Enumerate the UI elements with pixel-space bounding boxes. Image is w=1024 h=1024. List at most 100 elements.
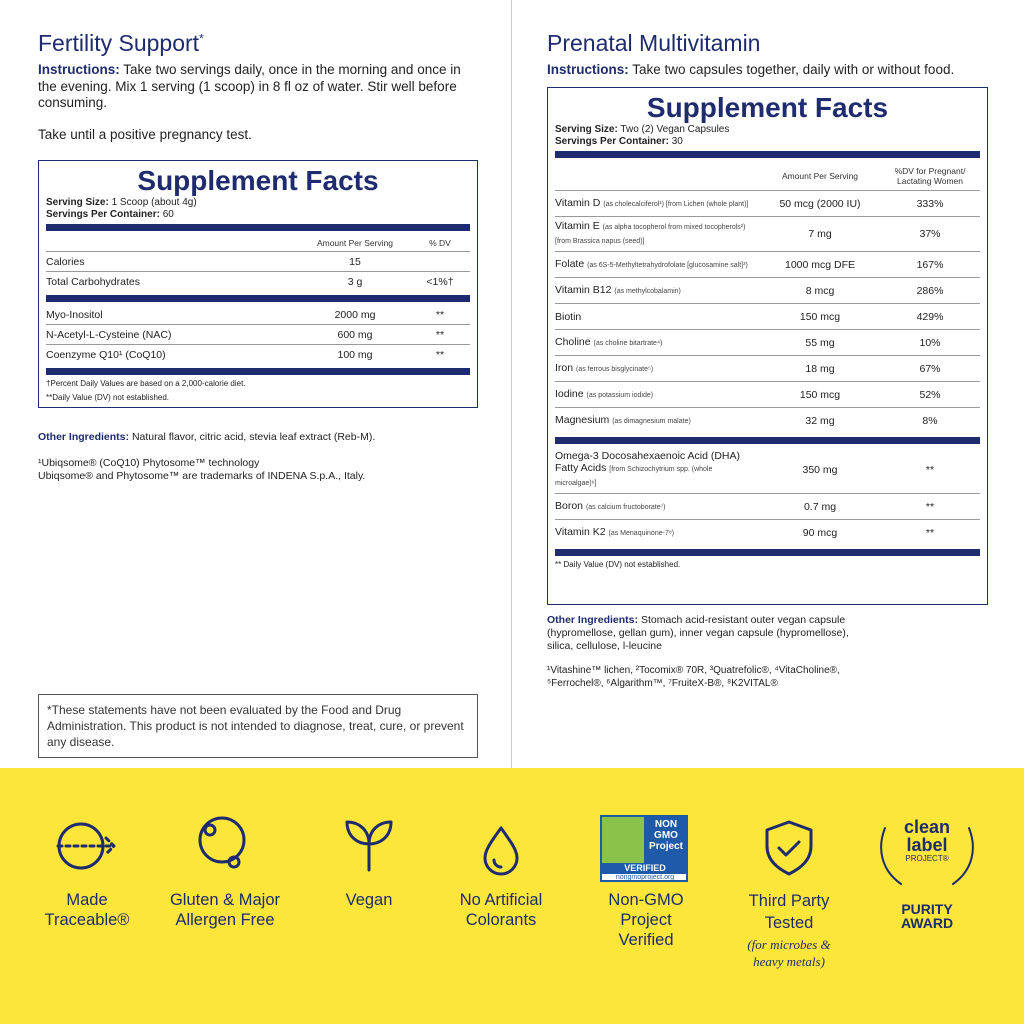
right-other: Other Ingredients: Stomach acid-resistan…	[547, 614, 877, 653]
fact-row: Magnesium (as dimagnesium malate) 32 mg 8%	[555, 408, 980, 434]
dv: **	[435, 308, 445, 321]
right-title: Prenatal Multivitamin	[547, 30, 761, 56]
traceable-icon	[56, 822, 116, 870]
nutrient: Vitamin B12	[555, 283, 612, 296]
name-cell: Total Carbohydrates	[46, 276, 300, 288]
fact-row: Vitamin D (as cholecalciferol¹) [from Li…	[555, 191, 980, 217]
label: Servings Per Container:	[46, 209, 160, 220]
divider	[511, 0, 512, 768]
name-cell: Iron (as ferrous bisglycinate⁵)	[555, 362, 760, 376]
name-cell: Omega-3 Docosahexaenoic Acid (DHA) Fatty…	[555, 450, 760, 490]
detail: (as methylcobalamin)	[614, 287, 681, 295]
name-cell: Boron (as calcium fructoborate⁷)	[555, 500, 760, 514]
dv-cell: 52%	[880, 389, 980, 401]
badge-label: Vegan	[345, 891, 393, 909]
amount: 100 mg	[337, 349, 373, 361]
dv-cell: 333%	[880, 198, 980, 210]
col-amount: Amount Per Serving	[781, 170, 859, 181]
line: PROJECT®	[905, 854, 949, 863]
fact-row: Total Carbohydrates 3 g <1%†	[46, 272, 470, 292]
name-cell: Magnesium (as dimagnesium malate)	[555, 414, 760, 428]
col-dv: % DV	[429, 237, 451, 248]
text: Natural flavor, citric acid, stevia leaf…	[131, 431, 376, 443]
header-row: Amount Per Serving %DV for Pregnant/ Lact…	[555, 161, 980, 191]
dv: **	[925, 464, 935, 476]
header-row: Amount Per Serving % DV	[46, 234, 470, 252]
left-trademarks: ¹Ubiqsome® (CoQ10) Phytosome™ technology…	[38, 457, 478, 483]
name-cell: Folate (as 6S-5-Methyltetrahydrofolate […	[555, 258, 760, 272]
facts-heading: Supplement Facts	[137, 165, 379, 196]
dv-cell: <1%†	[410, 276, 470, 288]
fact-row: N-Acetyl-L-Cysteine (NAC) 600 mg **	[46, 325, 470, 345]
dv-cell: **	[410, 349, 470, 361]
right-facts: Supplement Facts Serving Size: Two (2) Ve…	[547, 87, 988, 605]
title-text: Fertility Support	[38, 30, 200, 56]
name-cell: Biotin	[555, 311, 760, 323]
nutrient: Omega-3 Docosahexaenoic Acid (DHA) Fatty…	[555, 450, 741, 474]
group: Vitamin D (as cholecalciferol¹) [from Li…	[555, 191, 980, 434]
badge-label: Non-GMO Project Verified	[608, 891, 684, 949]
name-cell: Vitamin E (as alpha tocopherol from mixe…	[555, 220, 760, 248]
dv: 429%	[916, 310, 944, 323]
serving-line: Serving Size: 1 Scoop (about 4g)	[46, 197, 470, 209]
shield-icon	[765, 820, 813, 876]
trademark: Ubiqsome® and Phytosome™ are trademarks …	[38, 470, 366, 482]
fact-row: Boron (as calcium fructoborate⁷) 0.7 mg **	[555, 494, 980, 520]
group: Omega-3 Docosahexaenoic Acid (DHA) Fatty…	[555, 447, 980, 546]
label: Serving Size:	[555, 124, 618, 135]
dv-cell: 429%	[880, 311, 980, 323]
badge-label: Gluten & Major Allergen Free	[169, 891, 281, 929]
thick-bar	[555, 437, 980, 444]
left-title: Fertility Support*	[38, 30, 204, 57]
logo-art	[602, 817, 644, 863]
text: Stomach acid-resistant outer vegan capsu…	[547, 614, 849, 652]
dv: 333%	[916, 197, 944, 210]
dv-cell: **	[410, 329, 470, 341]
thick-bar	[46, 295, 470, 302]
detail: (as 6S-5-Methyltetrahydrofolate [glucosa…	[587, 261, 748, 269]
disclaimer: *These statements have not been evaluate…	[38, 694, 478, 758]
dv-cell: 8%	[880, 415, 980, 427]
name-cell: Vitamin B12 (as methylcobalamin)	[555, 284, 760, 298]
value: 1 Scoop (about 4g)	[111, 197, 197, 208]
dv: <1%†	[426, 276, 454, 288]
line: label	[906, 835, 948, 855]
badge-label: No Artificial Colorants	[459, 891, 543, 929]
detail: (as alpha tocopherol from mixed tocopher…	[555, 224, 746, 245]
dv: 8%	[922, 415, 938, 427]
fact-row: Iron (as ferrous bisglycinate⁵) 18 mg 67%	[555, 356, 980, 382]
thick-bar	[555, 151, 980, 158]
dv: 10%	[919, 336, 941, 349]
dv: **	[435, 349, 445, 361]
clean-label-logo: clean label PROJECT®	[877, 818, 977, 864]
amount: 0.7 mg	[803, 500, 837, 513]
label: Serving Size:	[46, 197, 109, 208]
trademark: ¹Vitashine™ lichen, ²Tocomix® 70R, ³Quat…	[547, 665, 840, 689]
col-dv: %DV for Pregnant/ Lactating Women	[894, 165, 966, 186]
value: 60	[162, 209, 174, 220]
thick-bar	[46, 224, 470, 231]
amount: 150 mcg	[799, 310, 841, 323]
amount: 15	[349, 255, 361, 268]
name-cell: Myo-Inositol	[46, 309, 300, 321]
detail: (as Menaquinone-7⁸)	[608, 530, 675, 537]
fact-row: Myo-Inositol 2000 mg **	[46, 305, 470, 325]
left-other: Other Ingredients: Natural flavor, citri…	[38, 431, 478, 444]
dv: 67%	[919, 362, 941, 375]
nutrient: Choline	[555, 335, 591, 348]
laurel	[880, 827, 974, 885]
amount: 350 mg	[802, 464, 838, 476]
line: Project	[649, 841, 683, 852]
thick-bar	[555, 549, 980, 556]
amount: 32 mg	[805, 415, 835, 427]
fact-row: Omega-3 Docosahexaenoic Acid (DHA) Fatty…	[555, 447, 980, 494]
value: Two (2) Vegan Capsules	[620, 124, 730, 135]
nutrient: Total Carbohydrates	[46, 276, 140, 288]
nutrient: Iodine	[555, 387, 584, 400]
right-instructions: Instructions: Take two capsules together…	[547, 62, 987, 79]
name-cell: Vitamin D (as cholecalciferol¹) [from Li…	[555, 197, 760, 211]
fact-row: Vitamin B12 (as methylcobalamin) 8 mcg 286…	[555, 278, 980, 304]
value: 30	[671, 136, 683, 147]
dv: 286%	[916, 284, 944, 297]
dv-cell: **	[410, 309, 470, 321]
